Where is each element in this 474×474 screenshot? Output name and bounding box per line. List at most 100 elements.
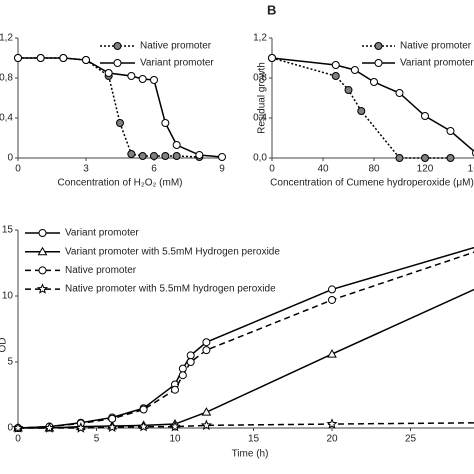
x-tick-label: 15	[248, 434, 260, 445]
data-point	[326, 418, 338, 429]
legend-label: Variant promoter	[140, 58, 214, 69]
data-point	[446, 127, 455, 135]
legend-label: Native promoter	[400, 41, 472, 52]
data-point	[127, 72, 136, 80]
y-tick-label: 1,2	[253, 33, 267, 44]
x-tick-label: 40	[317, 164, 329, 175]
data-point	[106, 421, 118, 433]
x-axis-label: Concentration of H₂O₂ (mM)	[57, 178, 182, 189]
data-point	[200, 419, 212, 431]
data-point	[14, 54, 22, 62]
data-point	[82, 56, 90, 64]
data-point	[186, 351, 195, 360]
data-point	[12, 422, 24, 433]
y-axis-label: Residual growth	[257, 62, 268, 134]
data-point	[186, 358, 195, 366]
legend-label: Variant promoter	[400, 58, 474, 69]
y-tick-label: 0	[7, 153, 13, 164]
data-point	[218, 153, 226, 161]
data-point	[139, 405, 148, 414]
data-point	[138, 75, 147, 83]
x-tick-label: 160	[468, 164, 474, 175]
x-tick-label: 10	[169, 434, 181, 445]
legend-marker	[37, 246, 48, 256]
legend-marker	[38, 229, 47, 237]
y-tick-label: 0,4	[253, 113, 267, 124]
data-point	[331, 72, 340, 80]
legend-label: Native promoter with 5.5mM hydrogen pero…	[65, 284, 276, 295]
data-point	[138, 420, 150, 432]
y-tick-label: 0,8	[253, 73, 267, 84]
data-point	[116, 119, 124, 127]
data-point	[36, 54, 45, 62]
y-tick-label: 1,2	[0, 33, 13, 44]
legend-marker	[38, 266, 47, 275]
legend-marker	[36, 283, 49, 294]
legend-label: Variant promoter with 5.5mM Hydrogen per…	[65, 246, 280, 257]
data-point	[150, 152, 158, 160]
data-point	[75, 422, 87, 433]
data-point	[201, 407, 212, 416]
data-point	[344, 86, 353, 94]
data-point	[357, 107, 366, 115]
data-point	[350, 66, 359, 74]
data-point	[195, 151, 204, 159]
data-point	[446, 154, 455, 162]
x-tick-label: 25	[405, 434, 417, 445]
x-tick-label: 3	[83, 164, 89, 175]
x-tick-label: 0	[269, 164, 275, 175]
data-point	[150, 76, 158, 84]
legend-marker	[113, 42, 122, 50]
data-point	[202, 338, 211, 347]
data-point	[127, 150, 136, 158]
data-point	[328, 285, 336, 294]
data-point	[395, 89, 404, 97]
data-point	[331, 61, 340, 69]
y-tick-label: 5	[7, 357, 13, 368]
x-axis-label: Concentration of Cumene hydroperoxide (μ…	[270, 178, 474, 189]
series-line	[18, 57, 223, 158]
x-axis-label: Time (h)	[232, 449, 269, 460]
data-point	[178, 371, 187, 380]
x-tick-label: 9	[219, 164, 225, 175]
data-point	[327, 349, 337, 358]
data-point	[370, 78, 378, 86]
legend-label: Native promoter	[140, 41, 212, 52]
x-tick-label: 0	[15, 434, 21, 445]
data-point	[421, 154, 429, 162]
y-tick-label: 0,0	[253, 153, 267, 164]
x-tick-label: 5	[94, 434, 100, 445]
x-tick-label: 6	[151, 164, 157, 175]
y-tick-label: 15	[2, 225, 14, 236]
legend-marker	[374, 42, 383, 50]
data-point	[169, 420, 181, 432]
data-point	[108, 414, 117, 423]
y-tick-label: 0	[7, 423, 13, 434]
y-tick-label: 10	[2, 291, 14, 302]
data-point	[202, 346, 211, 355]
data-point	[171, 385, 179, 394]
panel-label: B	[267, 2, 276, 17]
x-tick-label: 120	[417, 164, 434, 175]
data-point	[59, 54, 68, 62]
data-point	[328, 295, 336, 304]
y-tick-label: 0,4	[0, 113, 13, 124]
legend-label: Native promoter	[65, 265, 137, 276]
data-point	[161, 119, 170, 127]
data-point	[268, 54, 276, 62]
y-tick-label: 0,8	[0, 73, 13, 84]
series-line	[271, 57, 474, 153]
data-point	[104, 69, 113, 77]
data-point	[421, 112, 429, 120]
x-tick-label: 0	[15, 164, 21, 175]
y-axis-label: OD	[0, 338, 9, 353]
legend-label: Variant promoter	[65, 228, 139, 239]
data-point	[138, 152, 147, 160]
data-point	[172, 141, 181, 149]
data-point	[172, 152, 181, 160]
x-tick-label: 20	[326, 434, 338, 445]
data-point	[43, 422, 55, 433]
data-point	[161, 152, 170, 160]
legend-marker	[113, 59, 122, 67]
